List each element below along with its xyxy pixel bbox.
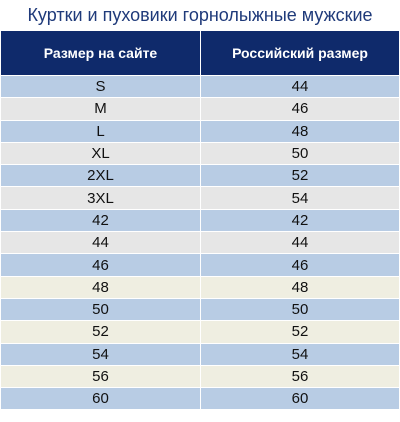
russian-size-cell: 42 [200, 208, 400, 233]
size-table: Размер на сайте Российский размер S 44 M 46… [0, 30, 400, 411]
site-size-cell: 46 [0, 253, 201, 277]
site-size-cell: 3XL [0, 186, 201, 210]
table-row: 42 42 [0, 208, 400, 233]
site-size-cell: M [0, 97, 201, 121]
site-size-cell: 54 [0, 342, 201, 366]
russian-size-cell: 50 [200, 141, 400, 166]
table-row: 52 52 [0, 320, 400, 344]
table-row: 46 46 [0, 253, 400, 277]
russian-size-cell: 46 [200, 253, 400, 277]
table-body: S 44 M 46 L 48 XL 50 2XL 52 3XL 54 42 42 44 44 46 46 48 48 5… [0, 74, 400, 411]
column-header-russian-size: Российский размер [200, 30, 400, 76]
russian-size-cell: 44 [200, 231, 400, 255]
site-size-cell: 52 [0, 320, 201, 344]
site-size-cell: L [0, 119, 201, 143]
site-size-cell: S [0, 74, 201, 99]
site-size-cell: 2XL [0, 164, 201, 188]
table-row: 44 44 [0, 231, 400, 255]
russian-size-cell: 52 [200, 320, 400, 344]
russian-size-cell: 56 [200, 364, 400, 389]
russian-size-cell: 54 [200, 342, 400, 366]
russian-size-cell: 60 [200, 387, 400, 411]
site-size-cell: 44 [0, 231, 201, 255]
russian-size-cell: 52 [200, 164, 400, 188]
site-size-cell: 42 [0, 208, 201, 233]
table-row: 60 60 [0, 387, 400, 411]
table-header-row: Размер на сайте Российский размер [0, 30, 400, 76]
russian-size-cell: 54 [200, 186, 400, 210]
site-size-cell: XL [0, 141, 201, 166]
site-size-cell: 60 [0, 387, 201, 411]
table-row: 2XL 52 [0, 164, 400, 188]
site-size-cell: 50 [0, 297, 201, 322]
site-size-cell: 48 [0, 275, 201, 299]
table-row: L 48 [0, 119, 400, 143]
table-row: 56 56 [0, 364, 400, 389]
table-row: M 46 [0, 97, 400, 121]
russian-size-cell: 48 [200, 275, 400, 299]
table-row: S 44 [0, 74, 400, 99]
russian-size-cell: 48 [200, 119, 400, 143]
russian-size-cell: 44 [200, 74, 400, 99]
table-row: 50 50 [0, 297, 400, 322]
table-row: 48 48 [0, 275, 400, 299]
table-row: XL 50 [0, 141, 400, 166]
russian-size-cell: 50 [200, 297, 400, 322]
table-row: 3XL 54 [0, 186, 400, 210]
table-row: 54 54 [0, 342, 400, 366]
column-header-site-size: Размер на сайте [0, 30, 201, 76]
page-title: Куртки и пуховики горнолыжные мужские [27, 5, 373, 25]
site-size-cell: 56 [0, 364, 201, 389]
russian-size-cell: 46 [200, 97, 400, 121]
